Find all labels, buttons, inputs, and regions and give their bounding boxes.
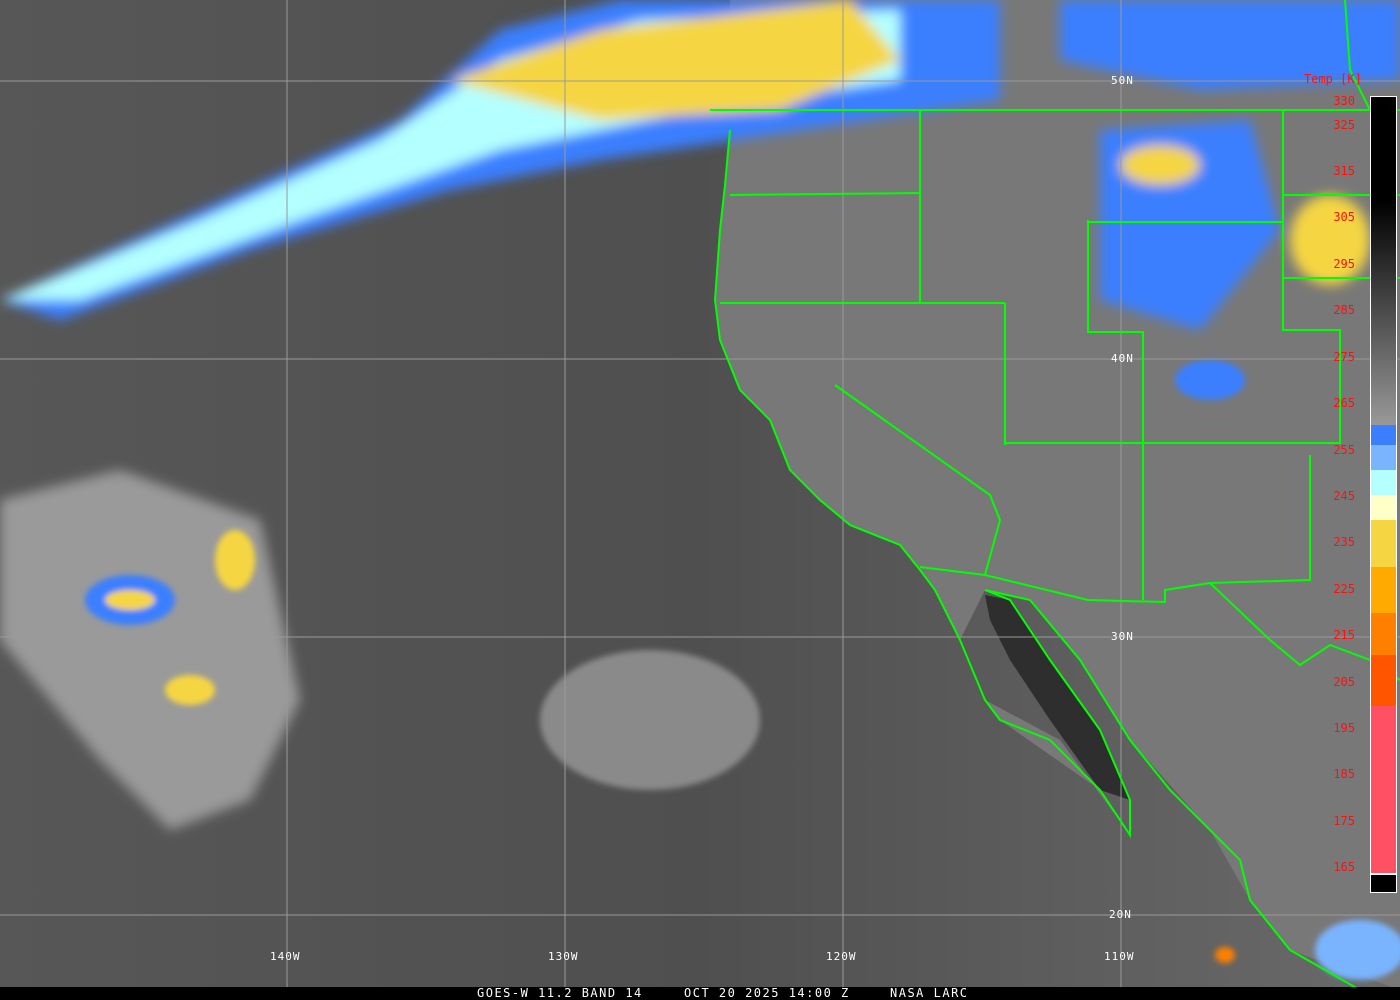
- colorbar-tick-label: 235: [1333, 535, 1355, 549]
- lat-label-30n: 30N: [1111, 630, 1134, 643]
- colorbar-tick-label: 245: [1333, 489, 1355, 503]
- gulf-of-california: [985, 595, 1130, 800]
- temperature-colorbar: [1370, 96, 1397, 893]
- colorbar-title: Temp [K]: [1304, 72, 1362, 86]
- colorbar-tick-label: 275: [1333, 350, 1355, 364]
- colorbar-tick-label: 330: [1333, 94, 1355, 108]
- colorbar-tick-label: 325: [1333, 118, 1355, 132]
- lon-label-130w: 130W: [548, 950, 579, 963]
- lon-label-120w: 120W: [826, 950, 857, 963]
- lat-label-50n: 50N: [1111, 74, 1134, 87]
- colorbar-tick-label: 215: [1333, 628, 1355, 642]
- colorbar-tick-label: 285: [1333, 303, 1355, 317]
- credit-label: NASA LARC: [890, 986, 969, 1000]
- product-footer: GOES-W 11.2 BAND 14 OCT 20 2025 14:00 Z …: [0, 987, 1400, 1000]
- cloud-cells: [85, 360, 1400, 980]
- colorbar-tick-label: 195: [1333, 721, 1355, 735]
- lat-label-20n: 20N: [1109, 908, 1132, 921]
- lon-label-140w: 140W: [270, 950, 301, 963]
- colorbar-tick-label: 165: [1333, 860, 1355, 874]
- cloud-band: [0, 0, 1400, 830]
- colorbar-tick-label: 225: [1333, 582, 1355, 596]
- colorbar-tick-label: 305: [1333, 210, 1355, 224]
- colorbar-tick-label: 295: [1333, 257, 1355, 271]
- colorbar-tick-label: 185: [1333, 767, 1355, 781]
- datetime-label: OCT 20 2025 14:00 Z: [684, 986, 850, 1000]
- colorbar-tick-label: 255: [1333, 443, 1355, 457]
- coastlines-and-borders: [710, 0, 1400, 991]
- lon-label-110w: 110W: [1104, 950, 1135, 963]
- colorbar-tick-label: 265: [1333, 396, 1355, 410]
- colorbar-tick-label: 205: [1333, 675, 1355, 689]
- lat-label-40n: 40N: [1111, 352, 1134, 365]
- satellite-band-label: GOES-W 11.2 BAND 14: [477, 986, 643, 1000]
- colorbar-tick-label: 175: [1333, 814, 1355, 828]
- colorbar-tick-label: 315: [1333, 164, 1355, 178]
